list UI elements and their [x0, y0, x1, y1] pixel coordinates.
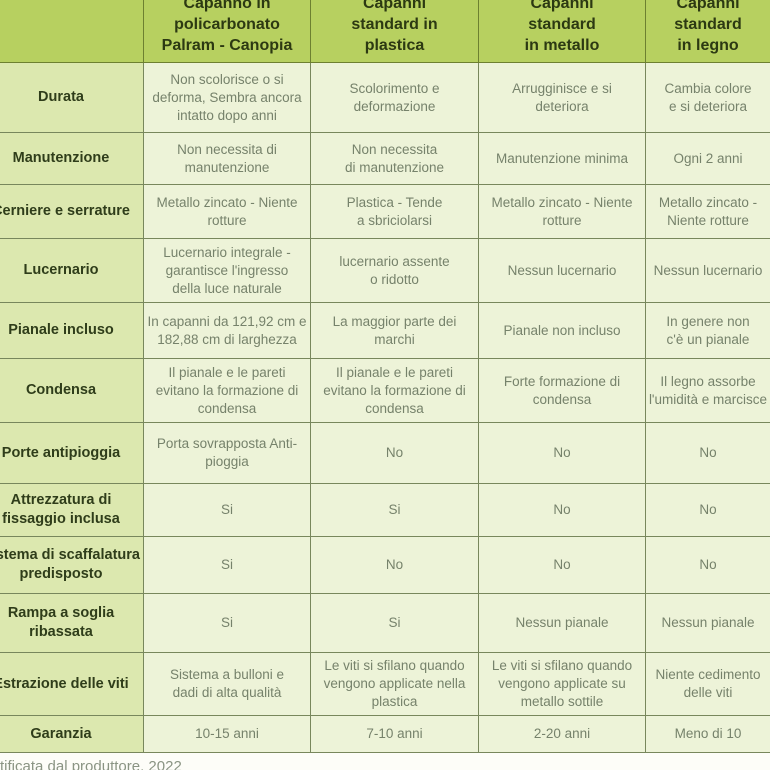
table-cell: Il pianale e le pareti evitano la formaz…	[310, 358, 479, 423]
table-cell: Nessun pianale	[645, 593, 770, 653]
header-row: Capanno in policarbonato Palram - Canopi…	[0, 0, 770, 63]
table-cell: In capanni da 121,92 cm e 182,88 cm di l…	[143, 302, 311, 359]
table-cell: Niente cedimento delle viti	[645, 652, 770, 716]
row-label: Lucernario	[0, 238, 144, 303]
table-cell: Nessun lucernario	[478, 238, 646, 303]
row-label: Manutenzione	[0, 132, 144, 185]
row-label: Garanzia	[0, 715, 144, 753]
column-header-legno: Capanni standard in legno	[645, 0, 770, 63]
table-cell: In genere non c'è un pianale	[645, 302, 770, 359]
table-cell: Nessun pianale	[478, 593, 646, 653]
table-row-pianale: Pianale incluso In capanni da 121,92 cm …	[0, 302, 770, 359]
column-header-palram: Capanno in policarbonato Palram - Canopi…	[143, 0, 311, 63]
table-cell: No	[478, 422, 646, 484]
table-cell: No	[645, 483, 770, 537]
table-row-condensa: Condensa Il pianale e le pareti evitano …	[0, 358, 770, 423]
table-cell: Nessun lucernario	[645, 238, 770, 303]
table-row-durata: Durata Non scolorisce o si deforma, Semb…	[0, 62, 770, 133]
table-cell: Il legno assorbe l'umidità e marcisce	[645, 358, 770, 423]
table-row-manutenzione: Manutenzione Non necessita di manutenzio…	[0, 132, 770, 185]
column-header-plastica: Capanni standard in plastica	[310, 0, 479, 63]
table-cell: Non necessita di manutenzione	[310, 132, 479, 185]
row-label: Sistema di scaffalatura predisposto	[0, 536, 144, 594]
table-cell: 10-15 anni	[143, 715, 311, 753]
table-cell: Si	[143, 593, 311, 653]
table-cell: Manutenzione minima	[478, 132, 646, 185]
footer-note: tificata dal produttore, 2022	[0, 758, 182, 770]
table-row-rampa: Rampa a soglia ribassata Si Si Nessun pi…	[0, 593, 770, 653]
row-label: Porte antipioggia	[0, 422, 144, 484]
table-cell: No	[478, 483, 646, 537]
row-label: Estrazione delle viti	[0, 652, 144, 716]
table-cell: Si	[310, 593, 479, 653]
table-cell: Scolorimento e deformazione	[310, 62, 479, 133]
table-row-attrezzatura: Attrezzatura di fissaggio inclusa Si Si …	[0, 483, 770, 537]
table-cell: No	[310, 422, 479, 484]
row-label: Condensa	[0, 358, 144, 423]
table-cell: Non necessita di manutenzione	[143, 132, 311, 185]
table-cell: Metallo zincato - Niente rotture	[478, 184, 646, 239]
table-cell: Si	[143, 536, 311, 594]
table-cell: Porta sovrapposta Anti- pioggia	[143, 422, 311, 484]
product-comparison-table: Capanno in policarbonato Palram - Canopi…	[0, 0, 770, 753]
table-cell: Metallo zincato - Niente rotture	[143, 184, 311, 239]
table-cell: lucernario assente o ridotto	[310, 238, 479, 303]
table-row-cerniere: Cerniere e serrature Metallo zincato - N…	[0, 184, 770, 239]
table-cell: Cambia colore e si deteriora	[645, 62, 770, 133]
table-row-porte: Porte antipioggia Porta sovrapposta Anti…	[0, 422, 770, 484]
table-cell: Metallo zincato - Niente rotture	[645, 184, 770, 239]
table-cell: Il pianale e le pareti evitano la formaz…	[143, 358, 311, 423]
table-cell: 7-10 anni	[310, 715, 479, 753]
table-cell: La maggior parte dei marchi	[310, 302, 479, 359]
table-cell: Si	[143, 483, 311, 537]
corner-cell	[0, 0, 144, 63]
table-cell: Meno di 10	[645, 715, 770, 753]
table-cell: Forte formazione di condensa	[478, 358, 646, 423]
table-cell: Plastica - Tende a sbriciolarsi	[310, 184, 479, 239]
table-row-scaffalatura: Sistema di scaffalatura predisposto Si N…	[0, 536, 770, 594]
table-cell: Arrugginisce e si deteriora	[478, 62, 646, 133]
table-cell: Si	[310, 483, 479, 537]
table-cell: No	[478, 536, 646, 594]
row-label: Rampa a soglia ribassata	[0, 593, 144, 653]
row-label: Cerniere e serrature	[0, 184, 144, 239]
row-label: Attrezzatura di fissaggio inclusa	[0, 483, 144, 537]
table-cell: Non scolorisce o si deforma, Sembra anco…	[143, 62, 311, 133]
row-label: Durata	[0, 62, 144, 133]
table-cell: No	[645, 422, 770, 484]
column-header-metallo: Capanni standard in metallo	[478, 0, 646, 63]
table-cell: Le viti si sfilano quando vengono applic…	[310, 652, 479, 716]
table-cell: Sistema a bulloni e dadi di alta qualità	[143, 652, 311, 716]
table-row-lucernario: Lucernario Lucernario integrale - garant…	[0, 238, 770, 303]
table-row-garanzia: Garanzia 10-15 anni 7-10 anni 2-20 anni …	[0, 715, 770, 753]
table-cell: Pianale non incluso	[478, 302, 646, 359]
table-cell: 2-20 anni	[478, 715, 646, 753]
table-cell: Le viti si sfilano quando vengono applic…	[478, 652, 646, 716]
table-row-estrazione: Estrazione delle viti Sistema a bulloni …	[0, 652, 770, 716]
table-cell: No	[645, 536, 770, 594]
table-cell: Lucernario integrale - garantisce l'ingr…	[143, 238, 311, 303]
row-label: Pianale incluso	[0, 302, 144, 359]
table-cell: No	[310, 536, 479, 594]
table-cell: Ogni 2 anni	[645, 132, 770, 185]
